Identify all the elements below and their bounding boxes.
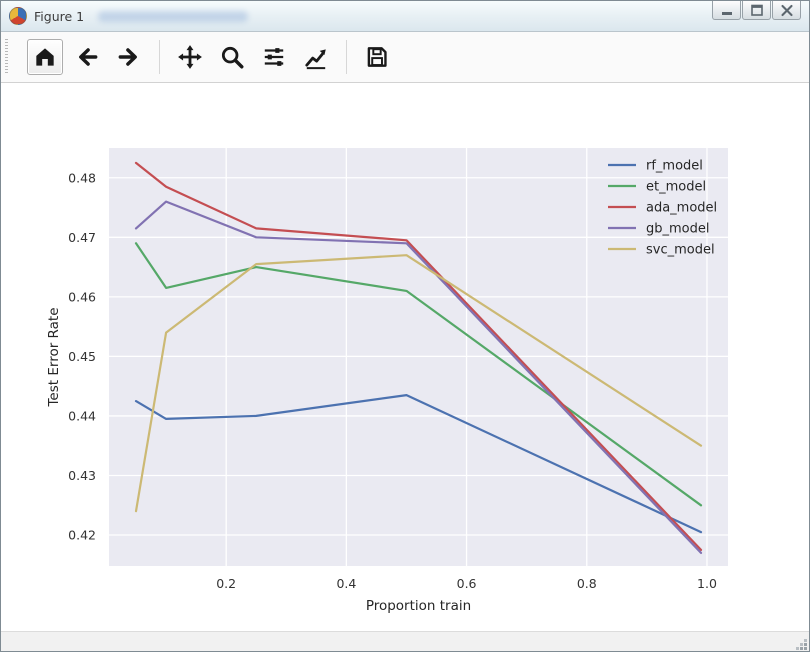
zoom-button[interactable]	[214, 39, 250, 75]
x-tick-label: 0.4	[336, 576, 356, 591]
matplotlib-icon	[9, 7, 27, 25]
legend-label-ada_model: ada_model	[646, 201, 717, 216]
home-icon	[36, 48, 54, 66]
zoom-icon	[221, 46, 244, 69]
y-tick-label: 0.45	[68, 349, 96, 364]
y-tick-label: 0.47	[68, 230, 96, 245]
customize-plot-button[interactable]	[298, 39, 334, 75]
home-button[interactable]	[27, 39, 63, 75]
titlebar[interactable]: Figure 1	[1, 1, 809, 32]
x-tick-label: 1.0	[697, 576, 717, 591]
pan-button[interactable]	[172, 39, 208, 75]
series-line-ada_model	[134, 161, 703, 551]
forward-button[interactable]	[111, 39, 147, 75]
y-tick-label: 0.44	[68, 408, 96, 423]
close-icon	[780, 4, 793, 16]
legend-label-gb_model: gb_model	[646, 222, 709, 237]
status-message	[1, 637, 9, 650]
pan-icon	[178, 45, 202, 69]
forward-icon	[118, 48, 137, 66]
legend-label-svc_model: svc_model	[646, 243, 715, 258]
x-axis-label: Proportion train	[366, 598, 471, 614]
toolbar-separator	[159, 40, 160, 74]
minimize-icon	[721, 11, 732, 15]
y-tick-label: 0.48	[68, 170, 96, 185]
x-tick-label: 0.6	[457, 576, 477, 591]
save-button[interactable]	[359, 39, 395, 75]
configure-subplots-icon	[264, 48, 284, 66]
blurred-text	[98, 10, 249, 22]
configure-subplots-button[interactable]	[256, 39, 292, 75]
legend-label-rf_model: rf_model	[646, 159, 703, 174]
y-tick-label: 0.42	[68, 528, 96, 543]
resize-grip-icon[interactable]	[804, 647, 807, 650]
close-button[interactable]	[772, 1, 801, 20]
save-icon	[367, 47, 387, 67]
maximize-icon	[750, 4, 763, 16]
series-line-rf_model	[134, 394, 703, 534]
back-button[interactable]	[69, 39, 105, 75]
chart: 0.42 0.43 0.44 0.45 0.46 0.47 0.48 0.2 0.4 0.6 0.8…	[46, 148, 728, 614]
toolbar-separator	[346, 40, 347, 74]
x-tick-label: 0.2	[216, 576, 236, 591]
back-icon	[79, 48, 98, 66]
figure-canvas[interactable]: 0.42 0.43 0.44 0.45 0.46 0.47 0.48 0.2 0.4 0.6 0.8…	[1, 83, 809, 631]
window-controls	[711, 1, 801, 20]
customize-plot-icon	[305, 49, 326, 70]
minimize-button[interactable]	[712, 1, 741, 20]
maximize-button[interactable]	[742, 1, 771, 20]
status-bar	[1, 631, 809, 651]
toolbar	[1, 32, 809, 83]
y-tick-label: 0.46	[68, 289, 96, 304]
y-axis-label: Test Error Rate	[46, 307, 62, 407]
legend-label-et_model: et_model	[646, 180, 706, 195]
window-title: Figure 1	[34, 8, 85, 24]
series-line-gb_model	[134, 200, 703, 554]
x-tick-label: 0.8	[577, 576, 597, 591]
series-line-svc_model	[134, 254, 703, 513]
series-line-et_model	[134, 242, 703, 507]
y-tick-label: 0.43	[68, 468, 96, 483]
toolbar-grip[interactable]	[5, 39, 8, 75]
